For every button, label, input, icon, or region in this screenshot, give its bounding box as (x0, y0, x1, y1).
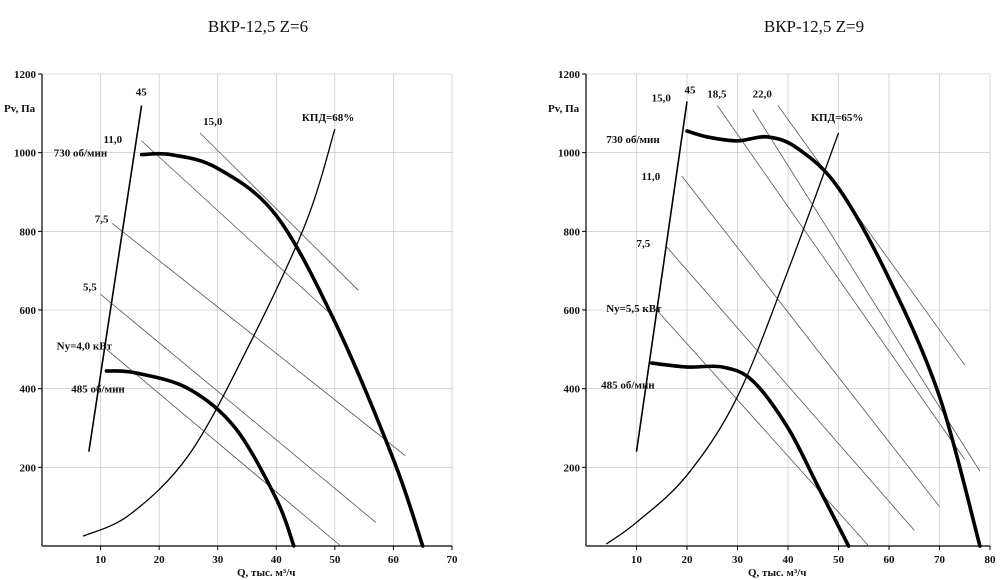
x-tick-label-1-4: 50 (833, 554, 845, 566)
pressure-curve-1-1 (649, 361, 851, 548)
power-line-1-3 (681, 176, 940, 507)
y-tick-label-1-1: 400 (564, 384, 581, 396)
rpm-high-label-1: 730 об/мин (606, 134, 660, 146)
power-line-1-4 (666, 246, 915, 531)
power-line-0-3 (100, 293, 377, 523)
power-line-0-4 (106, 349, 341, 547)
x-tick-label-0-3: 40 (271, 554, 283, 566)
efficiency-curve-0 (82, 128, 336, 537)
y-tick-label-0-1: 400 (20, 384, 37, 396)
rpm-high-label-0: 730 об/мин (54, 148, 108, 160)
y-axis-label-1: Pv, Па (548, 103, 580, 115)
power-label-1-2: 15,0 (652, 93, 672, 105)
x-tick-label-0-2: 30 (212, 554, 224, 566)
power-label-1-4: 7,5 (637, 238, 651, 250)
boundary-label-0: 45 (136, 87, 148, 99)
efficiency-label-0: КПД=68% (302, 112, 354, 124)
rpm-low-label-0: 485 об/мин (71, 384, 125, 396)
boundary-label-1: 45 (684, 85, 696, 97)
x-tick-label-1-5: 60 (884, 554, 896, 566)
y-axis-label-0: Pv, Па (4, 103, 36, 115)
y-tick-label-1-3: 800 (564, 226, 581, 238)
x-tick-label-1-6: 70 (934, 554, 946, 566)
power-line-1-2 (716, 105, 966, 460)
y-tick-label-0-3: 800 (20, 226, 37, 238)
y-tick-label-0-2: 600 (20, 305, 37, 317)
y-tick-label-0-5: 1200 (14, 69, 37, 81)
y-tick-label-1-0: 200 (564, 462, 581, 474)
power-line-0-2 (112, 223, 406, 456)
x-tick-label-0-1: 20 (154, 554, 166, 566)
power-label-1-1: 18,5 (707, 89, 727, 101)
x-tick-label-0-6: 70 (447, 554, 459, 566)
power-label-0-4: Ny=4,0 кВт (57, 340, 113, 352)
boundary-line-1 (635, 101, 688, 452)
pressure-curve-0-0 (139, 151, 425, 548)
x-tick-label-0-5: 60 (388, 554, 400, 566)
chart-title-1: ВКР-12,5 Z=9 (764, 17, 864, 36)
power-label-0-3: 5,5 (83, 281, 97, 293)
efficiency-label-1: КПД=65% (811, 112, 863, 124)
x-tick-label-1-0: 10 (631, 554, 643, 566)
x-tick-label-1-1: 20 (682, 554, 694, 566)
x-axis-label-1: Q, тыс. м³/ч (748, 567, 806, 579)
y-tick-label-1-5: 1200 (558, 69, 581, 81)
power-line-1-5 (656, 309, 870, 547)
power-line-1-0 (777, 105, 966, 366)
power-line-0-1 (141, 140, 336, 319)
power-label-0-2: 7,5 (95, 214, 109, 226)
x-tick-label-1-7: 80 (985, 554, 997, 566)
x-tick-label-1-2: 30 (732, 554, 744, 566)
y-tick-label-0-0: 200 (20, 462, 37, 474)
chart-title-0: ВКР-12,5 Z=6 (208, 17, 308, 36)
efficiency-curve-1 (605, 132, 840, 545)
rpm-low-label-1: 485 об/мин (601, 380, 655, 392)
power-label-0-0: 15,0 (203, 116, 223, 128)
x-tick-label-0-4: 50 (329, 554, 341, 566)
power-label-1-0: 22,0 (753, 89, 773, 101)
power-line-0-0 (199, 132, 359, 291)
y-tick-label-0-4: 1000 (14, 148, 37, 160)
boundary-line-0 (88, 105, 143, 452)
power-label-1-3: 11,0 (642, 171, 661, 183)
x-tick-label-1-3: 40 (783, 554, 795, 566)
pressure-curve-0-1 (104, 369, 296, 548)
power-label-0-1: 11,0 (104, 134, 123, 146)
power-label-1-5: Ny=5,5 кВт (606, 303, 662, 315)
pressure-curve-1-0 (685, 129, 982, 548)
x-axis-label-0: Q, тыс. м³/ч (237, 567, 295, 579)
power-line-1-1 (752, 109, 981, 472)
x-tick-label-0-0: 10 (95, 554, 107, 566)
y-tick-label-1-4: 1000 (558, 148, 581, 160)
y-tick-label-1-2: 600 (564, 305, 581, 317)
